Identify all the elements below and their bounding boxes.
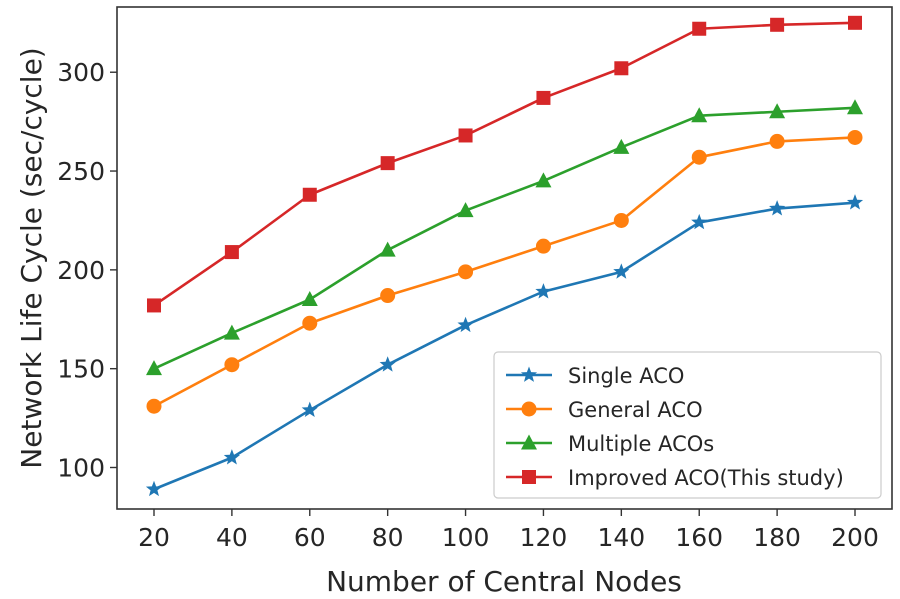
data-point [535, 238, 551, 254]
data-point [535, 283, 552, 299]
y-tick-label: 200 [57, 256, 105, 285]
data-point [847, 99, 864, 115]
legend-marker [521, 434, 537, 450]
y-axis: 100 150 200 250 300 [57, 58, 117, 482]
data-point [224, 245, 239, 260]
data-point [846, 194, 864, 210]
data-point [146, 298, 161, 313]
legend-label: Single ACO [568, 364, 684, 388]
data-point [769, 133, 785, 149]
data-point [691, 213, 708, 230]
x-tick-label: 120 [520, 523, 568, 552]
y-tick-label: 150 [57, 355, 105, 384]
data-point [691, 149, 707, 165]
data-point [457, 316, 474, 333]
legend-marker [522, 470, 536, 484]
data-point [770, 17, 785, 32]
y-axis-label: Network Life Cycle (sec/cycle) [15, 47, 48, 468]
series-single-aco [145, 194, 864, 497]
series-layer [145, 15, 864, 497]
x-tick-label: 100 [442, 523, 490, 552]
data-point [614, 61, 629, 76]
legend: Single ACO General ACO Multiple ACOs Improv… [493, 351, 882, 499]
x-tick-label: 180 [753, 523, 801, 552]
data-point [457, 202, 474, 218]
legend-item: Improved ACO(This study) [506, 466, 844, 490]
data-point [146, 398, 162, 414]
x-tick-label: 40 [216, 523, 248, 552]
x-tick-label: 20 [138, 523, 170, 552]
series-line [153, 201, 856, 491]
series-line [153, 21, 856, 307]
legend-label: Multiple ACOs [568, 432, 714, 456]
data-point [379, 241, 396, 257]
series-line [153, 136, 856, 408]
data-point [380, 288, 396, 304]
data-point [223, 449, 240, 465]
legend-label: General ACO [568, 398, 703, 422]
series-line [153, 106, 856, 370]
legend-item: General ACO [506, 398, 703, 422]
legend-marker [520, 366, 538, 382]
data-point [847, 129, 863, 145]
data-point [379, 356, 396, 372]
legend-item: Single ACO [506, 364, 684, 388]
data-point [769, 200, 786, 216]
data-point [535, 172, 552, 188]
x-tick-label: 140 [597, 523, 645, 552]
data-point [458, 128, 473, 143]
x-axis-label: Number of Central Nodes [326, 565, 682, 598]
series-general-aco [146, 129, 863, 414]
legend-box [493, 351, 882, 499]
data-point [613, 138, 630, 154]
data-point [613, 263, 630, 279]
data-point [848, 15, 863, 30]
y-tick-label: 250 [57, 157, 105, 186]
data-point [691, 107, 708, 123]
data-point [769, 103, 786, 119]
data-point [613, 212, 629, 228]
legend-label: Improved ACO(This study) [568, 466, 844, 490]
legend-item: Multiple ACOs [506, 432, 714, 456]
series-improved-aco-this-study [146, 15, 863, 313]
data-point [302, 315, 318, 331]
x-tick-label: 60 [294, 523, 326, 552]
data-point [301, 291, 318, 307]
legend-marker [521, 401, 537, 417]
series-multiple-acos [145, 99, 864, 376]
data-point [145, 360, 162, 376]
x-tick-label: 80 [372, 523, 404, 552]
data-point [223, 324, 240, 340]
data-point [458, 264, 474, 280]
plot-area-frame [116, 6, 893, 510]
data-point [224, 357, 240, 373]
data-point [302, 187, 317, 202]
data-point [145, 480, 163, 497]
data-point [536, 90, 551, 105]
data-point [301, 401, 318, 418]
y-tick-label: 300 [57, 58, 105, 87]
y-tick-label: 100 [57, 453, 105, 482]
data-point [692, 21, 707, 36]
x-tick-label: 200 [831, 523, 879, 552]
data-point [380, 156, 395, 171]
x-tick-label: 160 [675, 523, 723, 552]
x-axis: 20 40 60 80 100 120 140 160 180 200 [138, 509, 879, 552]
